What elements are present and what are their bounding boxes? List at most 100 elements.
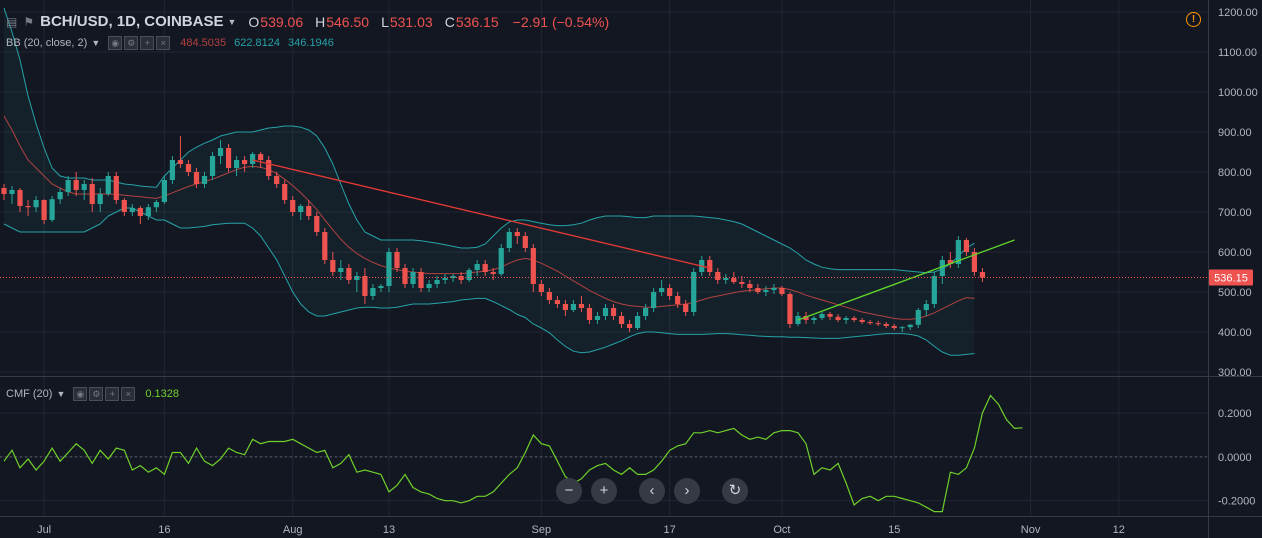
candle-body [602, 308, 609, 316]
candle-body [771, 288, 777, 290]
candle-body [458, 276, 464, 280]
candle-body [578, 304, 585, 308]
candle [659, 280, 665, 296]
candle [602, 304, 609, 320]
bb-toolbar: ◉ ⚙ + × [108, 36, 172, 50]
candle [410, 268, 416, 288]
high-value: 546.50 [326, 13, 370, 30]
candle-body [835, 316, 841, 320]
time-axis-label: Nov [1021, 524, 1041, 536]
candle-body [618, 316, 625, 324]
candle [81, 180, 87, 200]
candle-body [49, 199, 55, 220]
candle-body [586, 308, 593, 320]
candle [955, 236, 961, 268]
candle-body [867, 322, 873, 324]
scroll-right-icon[interactable]: › [674, 478, 700, 504]
candle [490, 268, 496, 280]
candle [330, 252, 336, 276]
candle [867, 320, 873, 325]
candle [306, 200, 312, 220]
candle-body [707, 260, 713, 272]
flag-icon[interactable]: ⚑ [23, 14, 35, 29]
candle-body [338, 268, 344, 272]
close-icon[interactable]: × [156, 36, 171, 50]
candle-body [434, 280, 440, 284]
candle-body [851, 318, 857, 320]
caret-down-icon[interactable]: ▼ [227, 16, 237, 27]
candle [49, 196, 55, 222]
candle-body [474, 264, 480, 270]
symbol-title[interactable]: BCH/USD, 1D, COINBASE [40, 13, 224, 30]
candle-body [177, 160, 184, 164]
candle [691, 268, 697, 316]
price-axis-label: 900.00 [1218, 127, 1252, 139]
candle-body [747, 284, 753, 288]
candle [177, 136, 184, 168]
scroll-left-icon[interactable]: ‹ [639, 478, 665, 504]
bb-indicator-name[interactable]: BB (20, close, 2) [6, 37, 88, 49]
bb-basis-value: 484.5035 [180, 37, 227, 49]
candle-body [763, 290, 769, 292]
candle-body [57, 192, 63, 200]
settings-icon[interactable]: ⚙ [124, 36, 139, 50]
plus-icon[interactable]: + [105, 387, 120, 401]
cmf-legend: CMF (20) ▼ ◉ ⚙ + × 0.1328 [6, 387, 179, 401]
candle [747, 280, 753, 292]
candle-body [731, 278, 737, 282]
candle-body [971, 252, 978, 272]
cmf-indicator-name[interactable]: CMF (20) [6, 388, 53, 400]
candle-body [514, 232, 520, 236]
eye-icon[interactable]: ◉ [73, 387, 88, 401]
candle-body [25, 206, 31, 208]
candle [97, 188, 103, 212]
candle-body [626, 324, 633, 328]
reset-icon[interactable]: ↻ [722, 478, 748, 504]
candle [506, 228, 512, 252]
candle [434, 276, 440, 288]
candle-body [787, 294, 793, 324]
close-icon[interactable]: × [121, 387, 136, 401]
candle [137, 206, 143, 224]
time-axis-label: 13 [383, 524, 395, 536]
caret-down-icon[interactable]: ▼ [56, 389, 66, 399]
settings-icon[interactable]: ⚙ [89, 387, 104, 401]
candle [667, 284, 673, 300]
caret-down-icon[interactable]: ▼ [91, 38, 101, 48]
candle [209, 152, 216, 180]
candle [947, 252, 953, 268]
collapse-icon[interactable]: ▤ [6, 14, 18, 29]
candle-body [153, 202, 159, 208]
candle-body [634, 316, 641, 328]
zoom-out-icon[interactable]: − [556, 478, 582, 504]
candle [522, 232, 528, 252]
candle-body [233, 160, 240, 168]
candle [314, 212, 320, 236]
candle-body [803, 316, 809, 320]
candle [827, 312, 833, 320]
candle [466, 268, 472, 282]
candle [514, 228, 520, 244]
candle-body [955, 240, 961, 264]
candle [9, 186, 15, 204]
candle-body [89, 184, 95, 204]
candle-body [306, 206, 312, 216]
cmf-axis-label: -0.2000 [1218, 496, 1255, 508]
candle [715, 268, 721, 284]
zoom-in-icon[interactable]: + [591, 478, 617, 504]
candle [610, 304, 617, 320]
candle [298, 204, 304, 220]
plus-icon[interactable]: + [140, 36, 155, 50]
eye-icon[interactable]: ◉ [108, 36, 123, 50]
candle [963, 238, 969, 256]
price-axis-label: 1200.00 [1218, 7, 1258, 19]
candle-body [466, 270, 472, 280]
candle-body [530, 248, 536, 284]
warning-icon[interactable]: ! [1186, 12, 1201, 27]
candle-body [41, 200, 47, 220]
candle-body [201, 176, 208, 184]
candle [731, 272, 737, 284]
candle-body [498, 248, 504, 274]
